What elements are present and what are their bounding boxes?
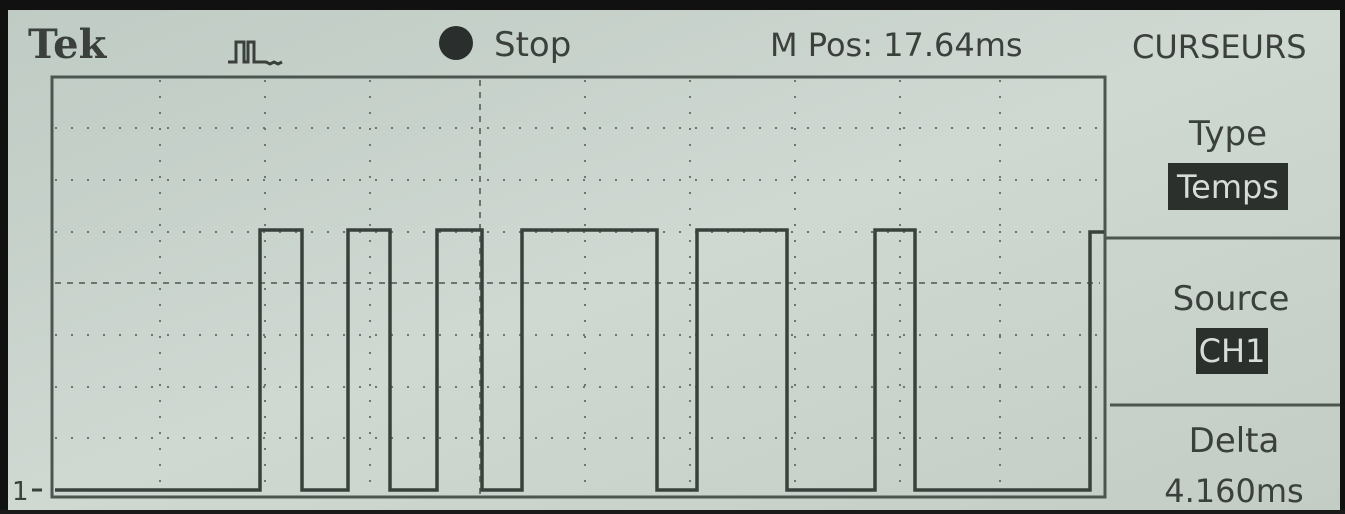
stop-indicator — [439, 26, 473, 60]
menu-label[interactable]: Type — [1188, 114, 1267, 154]
page: Tek Stop M Pos: 17.64ms CURSEURS 1 Type … — [0, 0, 1345, 510]
screen — [8, 10, 1340, 510]
menu-label[interactable]: Source — [1173, 279, 1290, 319]
status: Stop — [494, 25, 571, 65]
menu-title: CURSEURS — [1132, 28, 1307, 66]
channel-marker: 1 — [12, 477, 29, 507]
menu-value[interactable]: Temps — [1176, 168, 1279, 206]
scope-screen: Tek Stop M Pos: 17.64ms CURSEURS 1 Type … — [0, 0, 1345, 510]
menu-value[interactable]: CH1 — [1199, 332, 1266, 370]
menu-value: 4.160ms — [1164, 472, 1303, 510]
brand: Tek — [28, 21, 108, 68]
position: M Pos: 17.64ms — [770, 26, 1023, 64]
menu-label[interactable]: Delta — [1189, 421, 1280, 461]
